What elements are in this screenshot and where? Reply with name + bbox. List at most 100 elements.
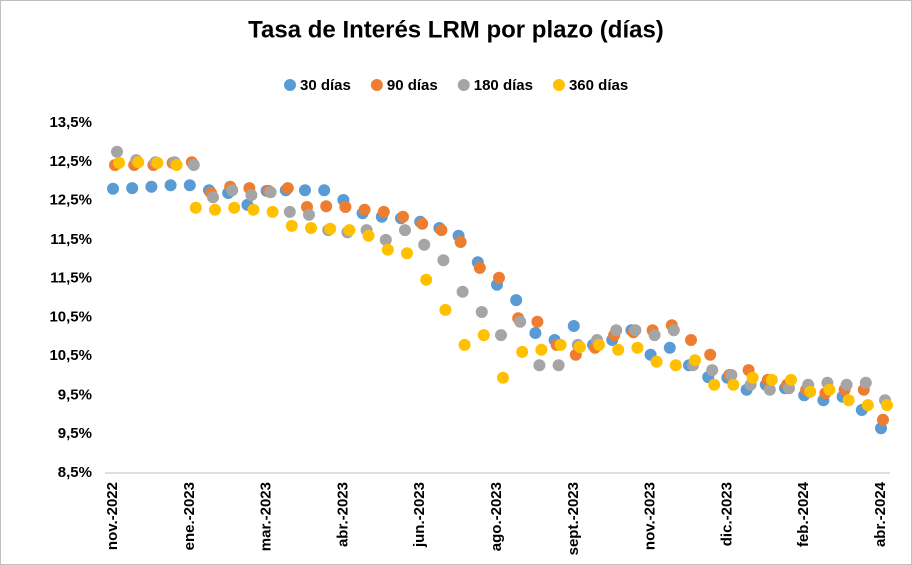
point [533,359,546,372]
legend-marker [552,79,565,91]
x-tick-label: dic.-2023 [718,482,735,546]
x-tick-label: feb.-2024 [795,481,812,547]
point [495,329,507,342]
point [399,224,411,237]
point [514,315,527,328]
point [379,233,392,246]
y-tick-label: 11,5% [50,269,92,286]
point [285,219,298,232]
point [510,294,523,307]
point [283,205,296,218]
y-tick-label: 12,5% [49,153,92,170]
point [264,186,277,199]
point [573,341,586,353]
point [497,371,509,384]
point [669,359,682,372]
y-tick-label: 12,5% [49,192,92,209]
x-tick-label: nov.-2023 [642,482,659,550]
point [859,376,872,389]
point [840,378,853,391]
x-tick-label: sept.-2023 [565,482,582,555]
point [320,200,333,213]
y-tick-label: 10,5% [49,347,92,364]
point [305,222,317,234]
x-tick-label: mar.-2023 [258,482,275,551]
point [111,145,123,158]
point [531,315,544,328]
point [281,182,294,195]
point [401,247,413,260]
point [170,159,183,171]
point [456,285,469,298]
point [318,184,331,197]
point [126,182,139,195]
point [245,189,258,202]
point [529,327,542,339]
point [381,243,394,256]
point [763,383,776,396]
point [706,364,719,377]
y-tick-label: 10,5% [49,309,92,326]
point [685,334,697,346]
point [493,271,505,284]
point [339,201,352,213]
x-tick-label: abr.-2023 [334,482,351,547]
point [708,378,721,391]
point [804,385,817,398]
point [209,203,221,216]
point [727,378,740,391]
point [324,222,337,235]
point [358,203,371,216]
x-tick-label: nov.-2022 [104,482,121,550]
point [187,159,200,171]
point [207,191,219,204]
point [437,254,450,267]
point [629,324,642,337]
point [516,345,529,358]
point [475,306,488,318]
point [132,156,145,169]
point [567,320,580,332]
point [107,182,119,195]
legend-label: 180 días [474,77,533,94]
y-tick-label: 9,5% [58,425,92,442]
point [650,355,663,368]
point [593,338,605,351]
point [704,348,717,361]
legend-label: 90 días [387,77,438,94]
point [667,324,680,337]
point [535,343,548,356]
point [299,184,311,197]
point [303,208,315,221]
y-tick-label: 11,5% [50,231,92,248]
point [418,238,431,251]
x-tick-label: ene.-2023 [181,482,198,550]
point [151,156,164,169]
x-tick-label: jun.-2023 [411,482,428,548]
point [439,303,452,316]
point [266,205,279,218]
point [473,261,486,274]
point [823,383,836,396]
point [631,341,644,354]
point [435,224,448,237]
y-tick-label: 13,5% [49,114,92,131]
legend-marker [370,79,383,91]
point [842,394,855,407]
point [189,201,202,214]
point [397,210,409,223]
point [226,184,239,197]
point [113,156,125,169]
point [765,373,778,386]
point [663,341,676,354]
point [362,229,375,242]
point [552,359,565,372]
legend-marker [284,79,296,91]
point [610,324,623,337]
point [343,224,356,237]
point [477,329,490,342]
y-tick-label: 9,5% [58,386,92,403]
point [458,338,471,351]
